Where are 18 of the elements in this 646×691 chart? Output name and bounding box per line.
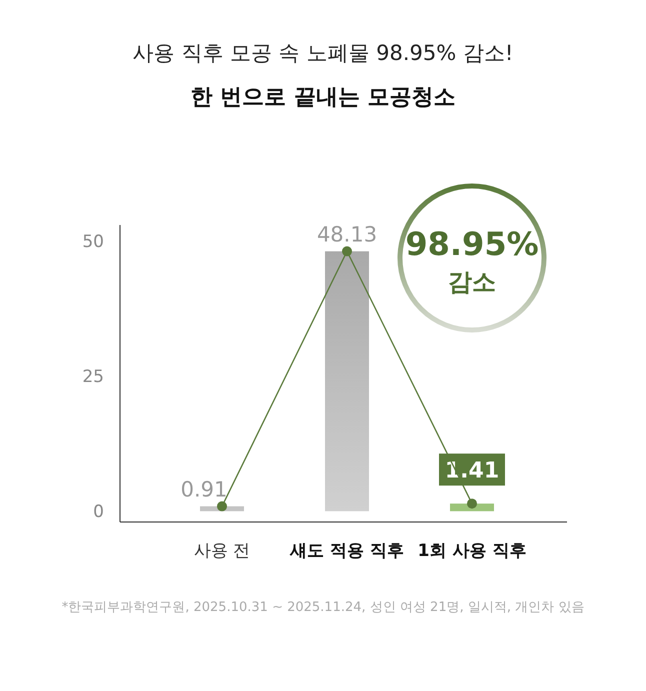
x-tick-label: 섀도 적용 직후 bbox=[289, 541, 404, 561]
chart-title: 사용 직후 모공 속 노폐물 98.95% 감소! bbox=[132, 41, 514, 65]
point bbox=[342, 246, 352, 256]
y-tick-label: 50 bbox=[82, 232, 104, 252]
x-tick-label: 1회 사용 직후 bbox=[418, 541, 526, 561]
point bbox=[217, 501, 227, 512]
annotation: 감소 bbox=[448, 268, 496, 296]
data-label: 1.41 bbox=[444, 458, 500, 484]
chart-subtitle: 한 번으로 끝내는 모공청소 bbox=[190, 85, 456, 110]
y-tick-label: 0 bbox=[93, 502, 104, 522]
annotation: 98.95% bbox=[405, 225, 539, 263]
text: *한국피부과학연구원, 2025.10.31 ~ 2025.11.24, 성인 여성 21명, 일시적, 개인차 있음 bbox=[62, 600, 584, 615]
y-tick-label: 25 bbox=[82, 367, 104, 388]
bar bbox=[325, 251, 369, 512]
data-label: 0.91 bbox=[180, 477, 228, 502]
data-label: 48.13 bbox=[316, 222, 378, 246]
point bbox=[467, 498, 477, 509]
x-tick-label: 사용 전 bbox=[194, 541, 250, 561]
